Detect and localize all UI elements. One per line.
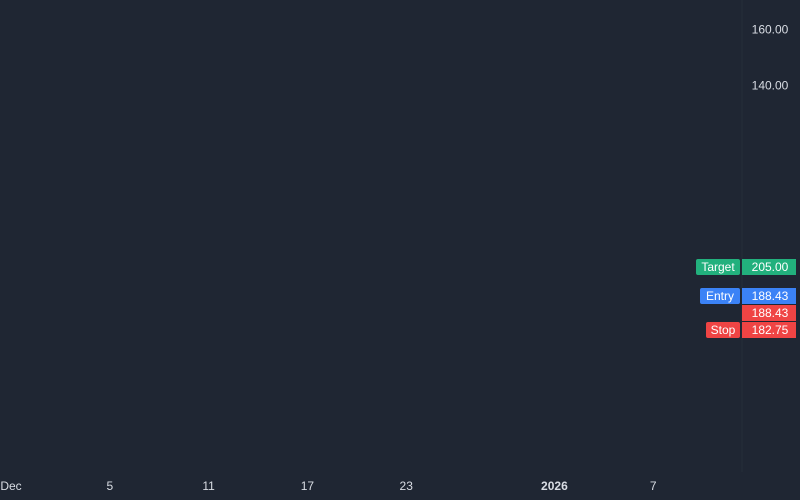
- level-tags: Target 205.00 Entry 188.43 Stop 182.75 188.43: [696, 259, 796, 338]
- last-price-label: 188.43: [752, 306, 789, 320]
- target-tag-label: Target: [701, 260, 735, 274]
- entry-tag-label: Entry: [706, 289, 734, 303]
- x-tick-label: Dec: [0, 479, 21, 493]
- x-tick-label: 17: [301, 479, 315, 493]
- stop-tag-label: Stop: [711, 323, 736, 337]
- y-tick-label: 160.00: [752, 23, 789, 37]
- y-tick-label: 140.00: [752, 79, 789, 93]
- stop-tag: [706, 322, 740, 338]
- x-tick-label: 2026: [541, 479, 568, 493]
- entry-price-label: 188.43: [752, 289, 789, 303]
- target-price-badge: [742, 259, 796, 275]
- x-tick-label: 5: [106, 479, 113, 493]
- time-axis[interactable]: Dec 5 11 17 23 2026 7: [0, 479, 657, 493]
- stop-price-label: 182.75: [752, 323, 789, 337]
- stop-price-badge: [742, 322, 796, 338]
- x-tick-label: 7: [650, 479, 657, 493]
- x-tick-label: 23: [400, 479, 414, 493]
- target-price-label: 205.00: [752, 260, 789, 274]
- entry-price-badge: [742, 288, 796, 304]
- last-price-badge: [742, 305, 796, 321]
- price-axis[interactable]: 140.00160.00180.00200.00220.00240.00260.…: [752, 0, 789, 93]
- x-tick-label: 11: [202, 479, 215, 493]
- entry-tag: [700, 288, 740, 304]
- target-tag: [696, 259, 740, 275]
